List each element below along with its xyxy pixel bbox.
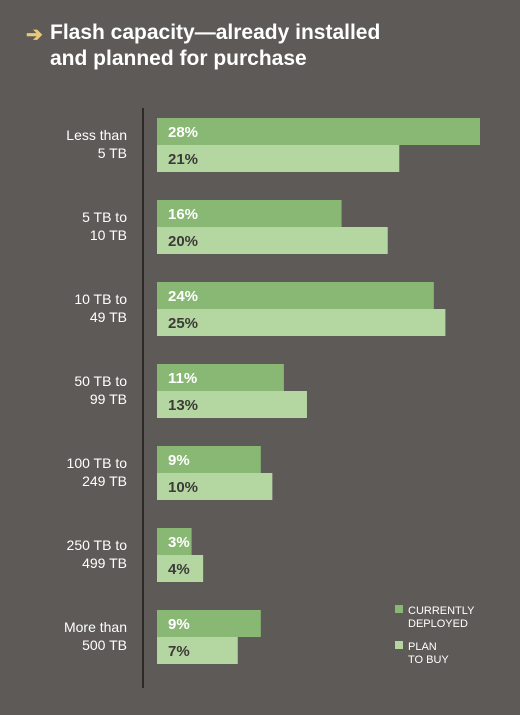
bar-currently-deployed — [157, 282, 434, 309]
chart-title: Flash capacity—already installed and pla… — [50, 21, 381, 70]
legend-swatch — [395, 641, 403, 649]
data-label: 9% — [168, 616, 190, 633]
data-label: 11% — [168, 370, 197, 387]
bar-plan-to-buy — [157, 145, 400, 172]
bar-plan-to-buy — [157, 637, 238, 664]
bar-plan-to-buy — [157, 391, 307, 418]
data-label: 21% — [168, 151, 198, 168]
bar-currently-deployed — [157, 200, 342, 227]
category-label: More than 500 TB — [64, 619, 127, 653]
data-label: 10% — [168, 479, 198, 496]
data-label: 25% — [168, 315, 198, 332]
data-label: 9% — [168, 452, 190, 469]
category-label: 250 TB to 499 TB — [67, 537, 128, 571]
bar-currently-deployed — [157, 118, 480, 145]
data-label: 4% — [168, 561, 190, 578]
bar-currently-deployed — [157, 446, 261, 473]
data-label: 28% — [168, 124, 198, 141]
bar-currently-deployed — [157, 364, 284, 391]
category-label: 50 TB to 99 TB — [74, 373, 127, 407]
bar-plan-to-buy — [157, 227, 388, 254]
data-label: 24% — [168, 288, 198, 305]
data-label: 16% — [168, 206, 198, 223]
legend-swatch — [395, 605, 403, 613]
category-label: 10 TB to 49 TB — [74, 291, 127, 325]
category-label: 100 TB to 249 TB — [67, 455, 128, 489]
data-label: 13% — [168, 397, 198, 414]
bar-currently-deployed — [157, 528, 192, 555]
category-label: Less than 5 TB — [66, 127, 127, 161]
data-label: 7% — [168, 643, 190, 660]
bar-plan-to-buy — [157, 473, 273, 500]
legend-label: PLAN TO BUY — [408, 641, 449, 666]
bar-plan-to-buy — [157, 309, 446, 336]
data-label: 20% — [168, 233, 198, 250]
category-label: 5 TB to 10 TB — [82, 209, 127, 243]
bar-plan-to-buy — [157, 555, 204, 582]
arrow-right-icon: ➔ — [26, 24, 43, 46]
data-label: 3% — [168, 534, 190, 551]
bar-currently-deployed — [157, 610, 261, 637]
legend-label: CURRENTLY DEPLOYED — [408, 605, 475, 630]
